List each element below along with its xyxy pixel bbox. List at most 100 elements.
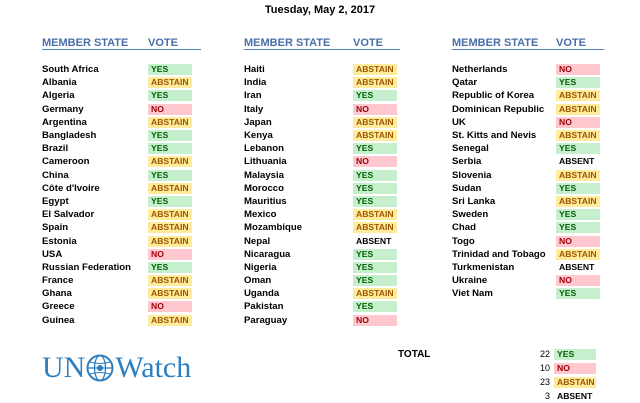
- vote-value: NO: [148, 301, 192, 313]
- member-state-name: Paraguay: [244, 314, 288, 326]
- table-row: France ABSTAIN: [42, 274, 192, 287]
- total-vote-label: ABSENT: [557, 390, 593, 401]
- vote-value: NO: [556, 64, 600, 76]
- table-row: Russian Federation YES: [42, 261, 192, 274]
- total-label: TOTAL: [398, 349, 431, 360]
- member-state-name: Ukraine: [452, 275, 488, 287]
- table-row: India ABSTAIN: [244, 76, 397, 89]
- vote-value: YES: [556, 77, 600, 89]
- member-state-name: Nicaragua: [244, 248, 291, 260]
- member-state-name: Sweden: [452, 209, 489, 221]
- vote-value: YES: [353, 182, 397, 194]
- vote-value: YES: [353, 261, 397, 273]
- member-state-name: USA: [42, 248, 63, 260]
- vote-value: YES: [353, 90, 397, 102]
- vote-header: VOTE: [556, 37, 586, 49]
- vote-value: YES: [353, 248, 397, 260]
- vote-value: YES: [148, 64, 192, 76]
- table-row: Mauritius YES: [244, 195, 397, 208]
- table-row: Serbia ABSENT: [452, 155, 600, 168]
- vote-value: NO: [353, 103, 397, 115]
- table-row: Sri Lanka ABSTAIN: [452, 195, 600, 208]
- table-row: Greece NO: [42, 300, 192, 313]
- total-count: 3: [544, 391, 550, 401]
- table-row: Italy NO: [244, 103, 397, 116]
- table-row: Sudan YES: [452, 182, 600, 195]
- vote-list: South Africa YES Albania ABSTAIN Algeria YES G…: [42, 63, 192, 327]
- member-state-name: Bangladesh: [42, 130, 97, 142]
- member-state-name: Sri Lanka: [452, 195, 496, 207]
- vote-list: Netherlands NO Qatar YES Republic of Korea AB…: [452, 63, 600, 300]
- vote-value: NO: [556, 235, 600, 247]
- member-state-name: Turkmenistan: [452, 261, 515, 273]
- table-row: Nigeria YES: [244, 261, 397, 274]
- table-row: Sweden YES: [452, 208, 600, 221]
- member-state-name: Nigeria: [244, 261, 277, 273]
- table-row: Senegal YES: [452, 142, 600, 155]
- table-row: Qatar YES: [452, 76, 600, 89]
- member-state-name: Togo: [452, 235, 475, 247]
- table-row: Malaysia YES: [244, 169, 397, 182]
- table-row: Slovenia ABSTAIN: [452, 169, 600, 182]
- total-vote-label: YES: [554, 348, 596, 360]
- table-row: South Africa YES: [42, 63, 192, 76]
- member-state-name: Nepal: [244, 235, 271, 247]
- member-state-name: Argentina: [42, 116, 87, 128]
- vote-value: YES: [353, 275, 397, 287]
- vote-value: ABSTAIN: [148, 235, 192, 247]
- vote-value: ABSENT: [559, 156, 595, 167]
- member-state-name: Algeria: [42, 90, 75, 102]
- member-state-name: Pakistan: [244, 301, 284, 313]
- member-state-name: Albania: [42, 77, 77, 89]
- table-row: UK NO: [452, 116, 600, 129]
- table-row: Japan ABSTAIN: [244, 116, 397, 129]
- vote-value: YES: [353, 169, 397, 181]
- total-row: 22 YES: [520, 347, 596, 361]
- vote-value: ABSTAIN: [556, 195, 600, 207]
- table-row: Lithuania NO: [244, 155, 397, 168]
- member-state-name: Kenya: [244, 130, 273, 142]
- vote-value: YES: [556, 209, 600, 221]
- vote-value: ABSENT: [356, 235, 392, 246]
- table-row: Spain ABSTAIN: [42, 221, 192, 234]
- member-state-name: UK: [452, 116, 466, 128]
- table-row: China YES: [42, 169, 192, 182]
- member-state-name: China: [42, 169, 69, 181]
- vote-value: YES: [148, 90, 192, 102]
- member-state-name: Uganda: [244, 288, 280, 300]
- vote-value: ABSTAIN: [148, 156, 192, 168]
- vote-value: NO: [556, 116, 600, 128]
- member-state-name: France: [42, 275, 74, 287]
- member-state-name: Iran: [244, 90, 262, 102]
- vote-value: ABSTAIN: [148, 116, 192, 128]
- vote-value: YES: [353, 301, 397, 313]
- member-state-name: Mozambique: [244, 222, 303, 234]
- table-row: Turkmenistan ABSENT: [452, 261, 600, 274]
- vote-value: YES: [148, 143, 192, 155]
- member-state-name: Netherlands: [452, 64, 508, 76]
- vote-column-1: MEMBER STATE VOTE South Africa YES Albania…: [42, 33, 201, 326]
- vote-value: NO: [353, 314, 397, 326]
- table-row: Nepal ABSENT: [244, 234, 397, 247]
- table-row: Uganda ABSTAIN: [244, 287, 397, 300]
- table-row: Germany NO: [42, 103, 192, 116]
- column-header: MEMBER STATE VOTE: [452, 33, 604, 50]
- member-state-name: South Africa: [42, 64, 99, 76]
- vote-value: ABSTAIN: [148, 182, 192, 194]
- member-state-name: Russian Federation: [42, 261, 132, 273]
- total-count: 23: [539, 377, 550, 387]
- table-row: Bangladesh YES: [42, 129, 192, 142]
- member-state-name: St. Kitts and Nevis: [452, 130, 537, 142]
- member-state-name: Qatar: [452, 77, 478, 89]
- vote-value: YES: [556, 143, 600, 155]
- table-row: Cameroon ABSTAIN: [42, 155, 192, 168]
- table-row: Guinea ABSTAIN: [42, 314, 192, 327]
- member-state-name: Spain: [42, 222, 69, 234]
- member-state-name: El Salvador: [42, 209, 95, 221]
- logo-text-un: UN: [42, 351, 86, 384]
- member-state-name: Viet Nam: [452, 288, 493, 300]
- un-watch-logo: UN Watch: [42, 351, 191, 385]
- vote-value: YES: [148, 261, 192, 273]
- vote-value: ABSTAIN: [353, 222, 397, 234]
- vote-value: YES: [148, 169, 192, 181]
